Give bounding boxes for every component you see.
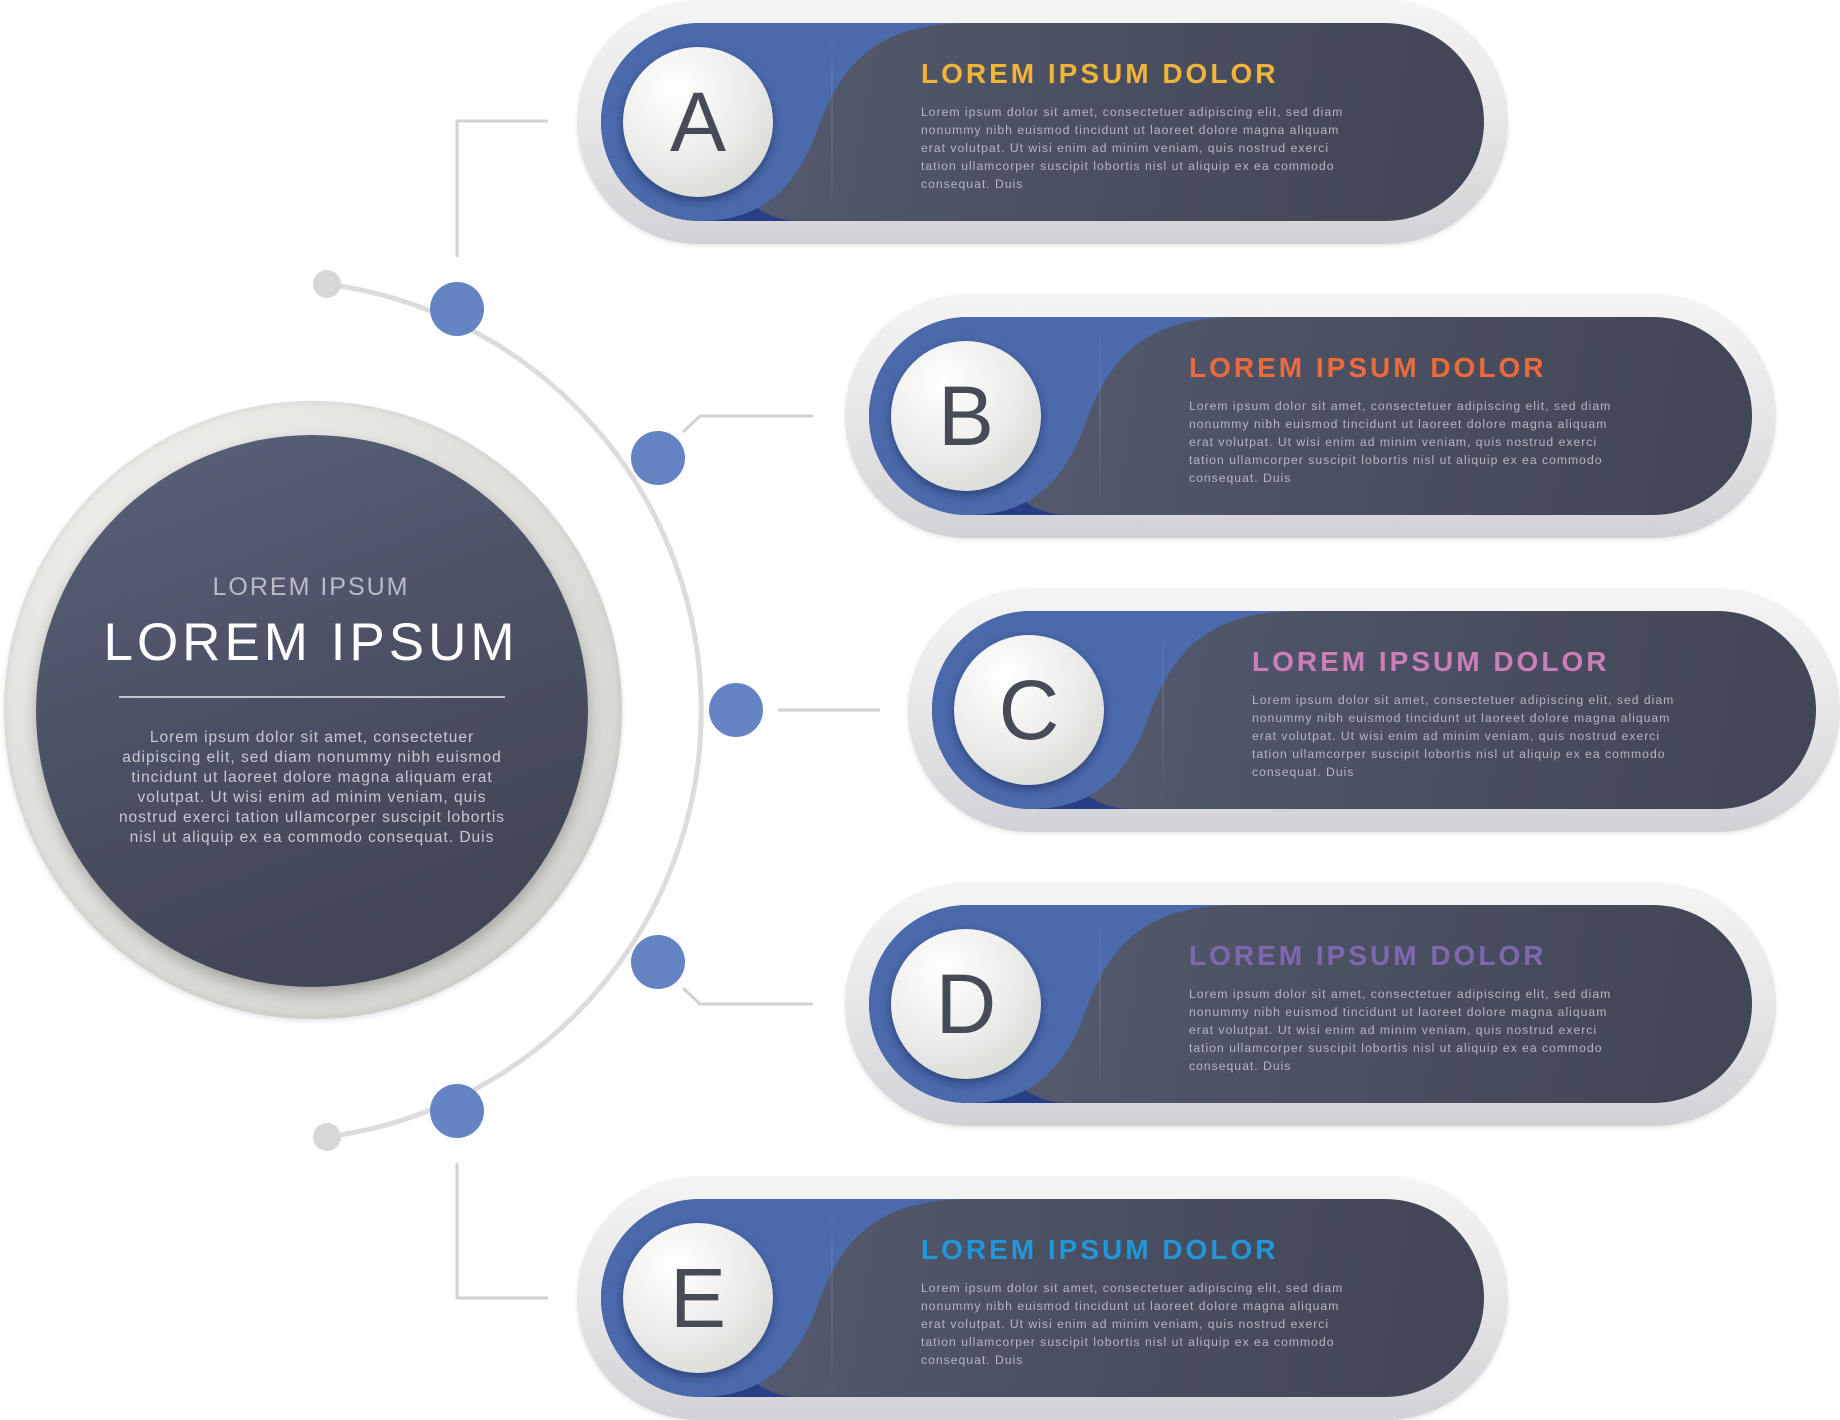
step-title: LOREM IPSUM DOLOR xyxy=(1189,940,1547,971)
step-letter-badge: E xyxy=(623,1223,773,1373)
connector-line-e xyxy=(455,1163,548,1300)
step-body-text: Lorem ipsum dolor sit amet, consectetuer… xyxy=(1252,693,1675,779)
sheen-line xyxy=(831,1199,833,1397)
sheen-line xyxy=(831,23,833,221)
sheen-line xyxy=(1162,611,1164,809)
arc-node-c xyxy=(709,683,763,737)
step-body-text: Lorem ipsum dolor sit amet, consectetuer… xyxy=(921,1281,1344,1367)
arc-node-d xyxy=(631,935,685,989)
step-title: LOREM IPSUM DOLOR xyxy=(1252,646,1610,677)
arc-end-dot-top xyxy=(313,270,341,298)
step-card-d: D LOREM IPSUM DOLOR Lorem ipsum dolor si… xyxy=(845,882,1776,1126)
step-card-e: E LOREM IPSUM DOLOR Lorem ipsum dolor si… xyxy=(577,1176,1508,1420)
step-letter-badge: A xyxy=(623,47,773,197)
step-body-text: Lorem ipsum dolor sit amet, consectetuer… xyxy=(1189,987,1612,1073)
step-letter-badge: D xyxy=(891,929,1041,1079)
connector-line-d xyxy=(681,986,813,1006)
arc-node-a xyxy=(430,282,484,336)
sheen-line xyxy=(1099,317,1101,515)
arc-node-e xyxy=(430,1084,484,1138)
step-title: LOREM IPSUM DOLOR xyxy=(921,1234,1279,1265)
step-body-text: Lorem ipsum dolor sit amet, consectetuer… xyxy=(921,105,1344,191)
hub-title: LOREM IPSUM xyxy=(103,613,519,672)
hub-body-text: Lorem ipsum dolor sit amet, consectetuer… xyxy=(118,729,506,846)
sheen-line xyxy=(1099,905,1101,1103)
step-title: LOREM IPSUM DOLOR xyxy=(921,58,1279,89)
step-letter-badge: C xyxy=(954,635,1104,785)
connector-line-b xyxy=(681,414,813,434)
timeline-arc xyxy=(325,281,704,1140)
hub-divider xyxy=(119,696,505,698)
hub-subtitle: LOREM IPSUM xyxy=(212,573,410,601)
hub-disc xyxy=(36,435,588,987)
arc-node-b xyxy=(631,431,685,485)
step-letter-badge: B xyxy=(891,341,1041,491)
step-card-b: B LOREM IPSUM DOLOR Lorem ipsum dolor si… xyxy=(845,294,1776,538)
step-card-c: C LOREM IPSUM DOLOR Lorem ipsum dolor si… xyxy=(908,588,1840,832)
arc-end-dot-bottom xyxy=(313,1123,341,1151)
step-card-a: A LOREM IPSUM DOLOR Lorem ipsum dolor si… xyxy=(577,0,1508,244)
step-body-text: Lorem ipsum dolor sit amet, consectetuer… xyxy=(1189,399,1612,485)
step-title: LOREM IPSUM DOLOR xyxy=(1189,352,1547,383)
connector-line-a xyxy=(455,119,548,257)
